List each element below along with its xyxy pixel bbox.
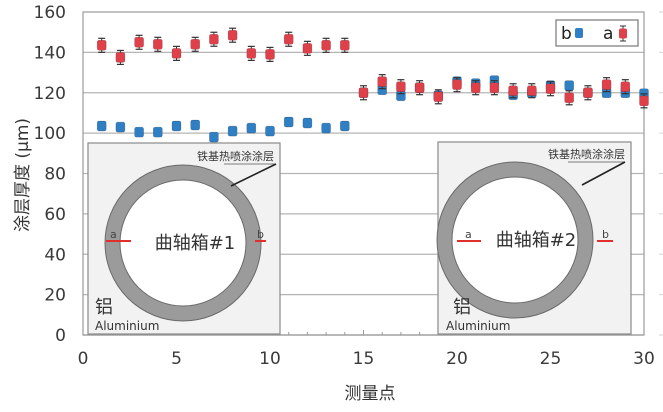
- series-b-markers: [96, 75, 649, 143]
- data-point-b: [115, 121, 126, 133]
- inset-2-title: 曲轴箱#2: [496, 230, 577, 251]
- inset-1-point-b-label: b: [257, 228, 264, 241]
- data-point-b: [283, 116, 294, 128]
- data-point-a: [601, 77, 612, 93]
- legend-marker-a-icon: [619, 25, 627, 42]
- data-point-b: [227, 125, 238, 137]
- data-point-a: [396, 79, 406, 95]
- data-point-a: [153, 36, 163, 52]
- inset-1-substrate-cn: 铝: [95, 297, 113, 318]
- inset-1-point-a-label: a: [110, 228, 117, 241]
- y-tick-label: 120: [34, 84, 66, 104]
- data-point-a: [639, 93, 649, 109]
- data-point-a: [246, 45, 257, 61]
- inset-2-leader-line: [581, 161, 626, 186]
- inset-1-coating-label: 铁基热喷涂涂层: [197, 149, 274, 163]
- inset-2-substrate-en: Aluminium: [446, 319, 510, 333]
- data-point-a: [620, 79, 631, 95]
- inset-2-point-a-label: a: [465, 228, 472, 241]
- data-point-b: [564, 80, 575, 91]
- x-tick-label: 5: [171, 349, 182, 369]
- legend: b a: [555, 19, 639, 47]
- data-point-a: [377, 74, 388, 90]
- data-point-a: [508, 83, 518, 99]
- y-tick-label: 160: [34, 3, 66, 23]
- data-point-a: [227, 27, 238, 43]
- legend-label-a: a: [603, 24, 613, 44]
- y-tick-label: 100: [34, 124, 66, 144]
- inset-2-point-b-label: b: [602, 228, 609, 241]
- data-point-a: [433, 89, 444, 105]
- data-point-a: [545, 81, 556, 97]
- inset-1-substrate-en: Aluminium: [95, 319, 159, 333]
- x-tick-label: 30: [633, 349, 655, 369]
- series-a-markers: [96, 27, 649, 109]
- data-point-b: [321, 122, 331, 134]
- inset-2-bore: [451, 176, 579, 304]
- right-side-ticks: [659, 11, 663, 336]
- y-tick-label: 80: [44, 165, 66, 185]
- data-point-a: [414, 80, 425, 96]
- y-axis-tick-labels: 0 20 40 60 80 100 120 140 160: [34, 3, 66, 346]
- data-point-b: [339, 120, 350, 132]
- y-tick-label: 140: [34, 43, 66, 63]
- data-point-a: [283, 31, 294, 47]
- x-axis-tick-labels: 0 5 10 15 20 25 30: [78, 349, 655, 369]
- inset-1-title: 曲轴箱#1: [155, 233, 236, 254]
- data-point-b: [209, 131, 219, 143]
- data-point-b: [153, 126, 163, 138]
- x-tick-label: 0: [78, 349, 89, 369]
- inset-2-coating-label: 铁基热喷涂涂层: [548, 147, 625, 161]
- y-tick-label: 0: [55, 326, 66, 346]
- data-point-a: [470, 80, 481, 96]
- inset-1-bore: [119, 179, 247, 307]
- data-point-a: [321, 37, 331, 53]
- data-point-a: [452, 77, 462, 93]
- data-point-a: [171, 45, 182, 61]
- data-point-a: [115, 49, 126, 66]
- x-axis-title: 测量点: [345, 384, 396, 404]
- data-point-b: [134, 126, 144, 138]
- data-point-a: [302, 40, 313, 56]
- data-point-b: [171, 120, 182, 132]
- y-tick-label: 40: [44, 245, 66, 265]
- x-tick-label: 25: [540, 349, 562, 369]
- data-point-a: [190, 36, 200, 52]
- data-point-a: [526, 83, 537, 99]
- data-point-a: [358, 85, 369, 101]
- data-point-a: [209, 31, 219, 47]
- x-tick-label: 15: [353, 349, 375, 369]
- x-tick-label: 20: [446, 349, 468, 369]
- data-point-a: [134, 34, 144, 50]
- data-point-b: [265, 125, 275, 137]
- x-tick-label: 10: [259, 349, 281, 369]
- data-point-a: [583, 85, 593, 101]
- inset-crankcase-1: a b 曲轴箱#1 铁基热喷涂涂层 铝 Aluminium: [87, 142, 281, 335]
- data-point-b: [302, 117, 313, 129]
- legend-label-b: b: [561, 24, 572, 44]
- data-point-a: [96, 37, 107, 53]
- data-point-b: [246, 122, 257, 134]
- data-point-a: [489, 80, 500, 96]
- legend-marker-b-icon: [575, 28, 583, 38]
- inset-crankcase-2: a b 曲轴箱#2 铁基热喷涂涂层 铝 Aluminium: [436, 141, 632, 335]
- data-point-b: [96, 120, 107, 132]
- data-point-a: [265, 46, 275, 62]
- y-tick-label: 20: [44, 286, 66, 306]
- y-axis-title: 涂层厚度 (μm): [13, 118, 33, 232]
- data-point-a: [564, 90, 575, 106]
- inset-2-substrate-cn: 铝: [453, 297, 471, 318]
- data-point-b: [190, 119, 200, 131]
- data-point-a: [339, 37, 350, 53]
- inset-1-leader-line: [230, 163, 277, 187]
- y-tick-label: 60: [44, 205, 66, 225]
